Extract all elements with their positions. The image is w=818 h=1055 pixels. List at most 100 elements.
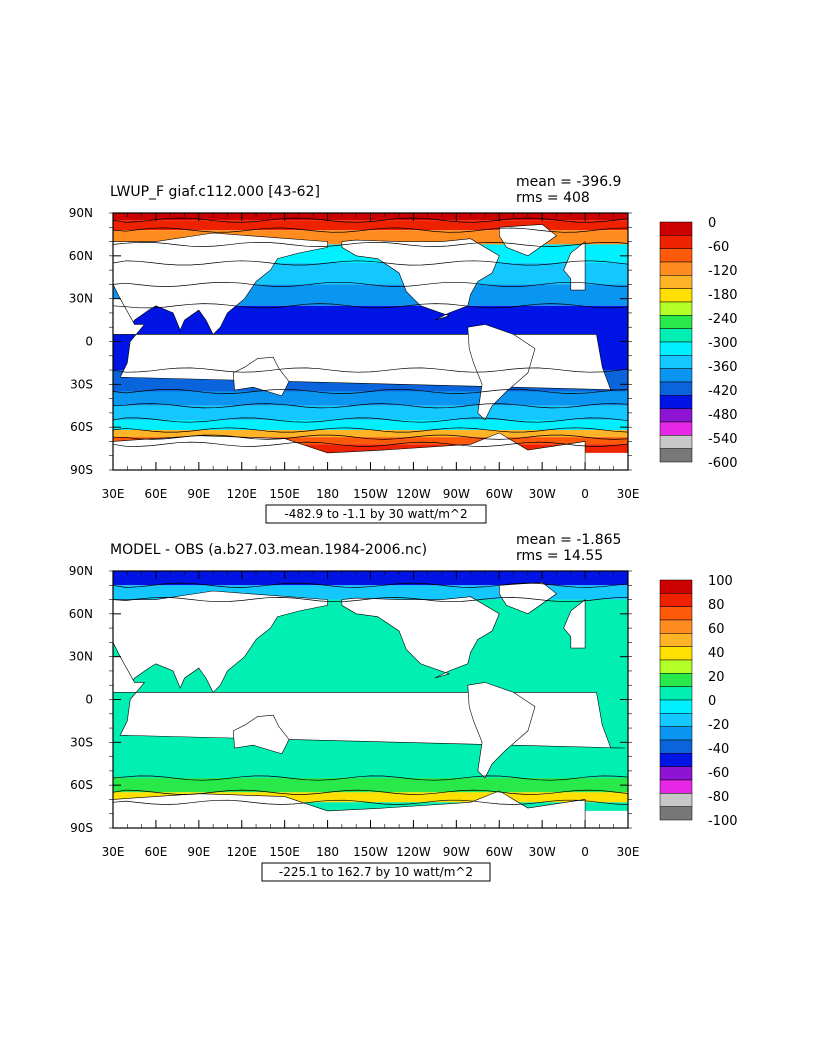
x-axis: 30E 60E 90E 120E 150E 180 150W 120W 90W 60W 30W 0 30… — [102, 213, 640, 501]
colorbar-swatch — [659, 806, 693, 821]
land-shape — [232, 356, 290, 397]
land-mask — [113, 224, 626, 470]
colorbar-swatch — [659, 448, 693, 463]
zone-band — [113, 802, 628, 811]
colorbar-label: -300 — [708, 336, 738, 351]
y-axis: 90N 60N 30N 0 30S 60S 90S — [69, 564, 632, 835]
x-tick-label: 150W — [353, 487, 388, 501]
zone-band — [113, 792, 628, 803]
y-tick-label: 0 — [85, 693, 93, 707]
colorbar-swatch — [659, 659, 693, 674]
colorbar-swatch — [659, 261, 693, 276]
x-tick-label: 120W — [396, 487, 431, 501]
colorbar-swatch — [659, 288, 693, 303]
y-tick-label: 90S — [70, 463, 93, 477]
colorbar-swatch — [659, 779, 693, 794]
range-note: -225.1 to 162.7 by 10 watt/m^2 — [279, 865, 473, 879]
x-tick-label: 30E — [102, 845, 125, 859]
colorbar-swatch — [659, 646, 693, 661]
contour-lines — [113, 582, 628, 805]
panel-title: LWUP_F giaf.c112.000 [43-62] — [110, 184, 320, 200]
x-tick-label: 60W — [486, 845, 513, 859]
zone-band — [113, 778, 628, 793]
x-tick-label: 120E — [227, 487, 258, 501]
colorbar-swatch — [659, 235, 693, 249]
x-tick-label: 120E — [227, 845, 258, 859]
y-tick-label: 0 — [85, 335, 93, 349]
zone-band — [113, 430, 628, 438]
y-tick-label: 60N — [69, 607, 93, 621]
land-shape — [113, 590, 328, 693]
colorbar-swatch — [659, 315, 693, 329]
colorbar-label: -60 — [708, 240, 729, 255]
y-tick-label: 90S — [70, 821, 93, 835]
land-shape — [467, 324, 536, 421]
x-tick-label: 30W — [529, 845, 556, 859]
colorbar-swatch — [659, 593, 693, 607]
contour-line — [113, 789, 628, 795]
rms-label: rms = 14.55 — [516, 548, 603, 564]
colorbar-swatch — [659, 619, 693, 634]
land-shape — [467, 682, 536, 779]
colorbar: 0 -60 -120 -180 -240 -300 -360 -420 -480 -540 -600 — [659, 216, 738, 471]
colorbar-swatch — [659, 328, 693, 343]
land-shape — [341, 596, 500, 679]
colorbar-swatch — [659, 673, 693, 687]
range-box — [261, 862, 491, 882]
colorbar-swatch — [659, 435, 693, 449]
contour-line — [113, 417, 628, 423]
land-shape — [341, 238, 500, 321]
x-tick-label: 150W — [353, 845, 388, 859]
contour-line — [113, 434, 628, 440]
colorbar-swatch — [659, 275, 693, 289]
colorbar-label: -20 — [708, 718, 729, 733]
colorbar-label: 80 — [708, 598, 725, 613]
contour-line — [113, 388, 628, 394]
x-tick-label: 30W — [529, 487, 556, 501]
rms-label: rms = 408 — [516, 190, 590, 206]
colorbar-label: -180 — [708, 288, 738, 303]
zone-band — [113, 437, 628, 445]
contour-line — [113, 427, 628, 433]
colorbar-swatch — [659, 753, 693, 767]
mean-label: mean = -1.865 — [516, 532, 621, 548]
colorbar-label: -120 — [708, 264, 738, 279]
colorbar-swatch — [659, 739, 693, 754]
x-tick-label: 90W — [443, 845, 470, 859]
y-tick-label: 30N — [69, 650, 93, 664]
colorbar-swatch — [659, 766, 693, 781]
colorbar-swatch — [659, 699, 693, 714]
colorbar-swatch — [659, 221, 693, 236]
colorbar-swatch — [659, 395, 693, 409]
contour-line — [113, 303, 628, 309]
x-tick-label: 0 — [581, 487, 589, 501]
colorbar-label: -80 — [708, 790, 729, 805]
y-tick-label: 60S — [70, 420, 93, 434]
colorbar-swatch — [659, 301, 693, 316]
x-axis: 30E 60E 90E 120E 150E 180 150W 120W 90W 60W 30W 0 30… — [102, 571, 639, 859]
colorbar-swatch — [659, 633, 693, 647]
mean-label: mean = -396.9 — [516, 174, 621, 190]
x-tick-label: 150E — [269, 845, 300, 859]
contour-line — [113, 227, 628, 233]
land-shape — [113, 232, 328, 335]
x-tick-label: 30E — [617, 487, 640, 501]
colorbar-label: -100 — [708, 814, 738, 829]
colorbar-label: 20 — [708, 670, 725, 685]
zone-band — [113, 444, 628, 453]
colorbar-swatch — [659, 355, 693, 369]
y-tick-label: 90N — [69, 564, 93, 578]
contour-line — [113, 582, 628, 588]
colorbar-label: -420 — [708, 384, 738, 399]
x-tick-label: 60E — [144, 845, 167, 859]
contour-line — [113, 241, 628, 247]
colorbar-label: -540 — [708, 432, 738, 447]
colorbar-swatch — [659, 579, 693, 594]
colorbar: 100 80 60 40 20 0 -20 -40 -60 -80 -100 — [659, 574, 738, 829]
x-tick-label: 30E — [102, 487, 125, 501]
x-tick-label: 0 — [581, 845, 589, 859]
y-tick-label: 30N — [69, 292, 93, 306]
x-tick-label: 120W — [396, 845, 431, 859]
range-note: -482.9 to -1.1 by 30 watt/m^2 — [284, 507, 467, 521]
land-shape — [563, 240, 586, 291]
